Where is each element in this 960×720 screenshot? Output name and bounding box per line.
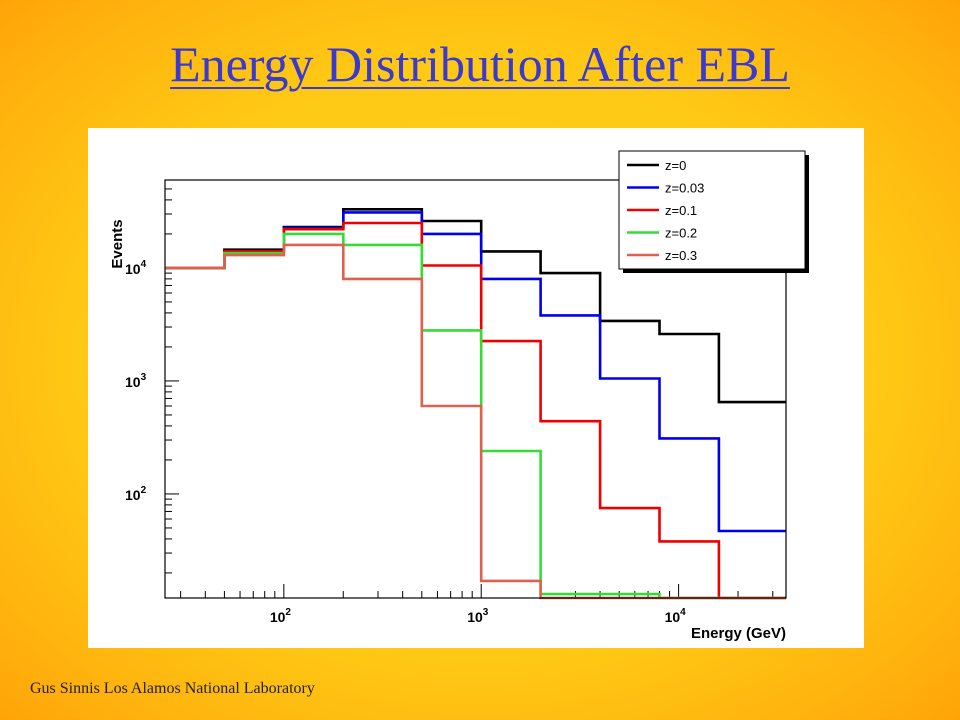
plot-frame	[164, 179, 787, 599]
plot-panel: 102 103 104 102 103 104 Events Energy (GeV) z…	[88, 128, 864, 648]
series-line-2	[165, 221, 786, 600]
x-tick-label-1: 103	[467, 607, 489, 625]
legend-label-0: z=0	[665, 158, 686, 173]
x-axis-title: Energy (GeV)	[691, 625, 786, 642]
legend-label-1: z=0.03	[665, 181, 704, 196]
slide-title: Energy Distribution After EBL	[170, 36, 790, 92]
x-tick-label-2: 104	[665, 607, 687, 625]
y-tick-label-0: 102	[125, 485, 147, 503]
legend: z=0 z=0.03 z=0.1 z=0.2 z=0.3	[618, 150, 809, 273]
histogram-chart: 102 103 104 102 103 104 Events Energy (GeV) z…	[109, 150, 809, 642]
y-axis-title: Events	[109, 219, 126, 268]
series-line-3	[165, 232, 786, 600]
legend-label-3: z=0.2	[665, 226, 697, 241]
series-line-4	[165, 243, 786, 600]
footer-credit: Gus Sinnis Los Alamos National Laborator…	[30, 680, 315, 697]
x-tick-label-0: 102	[270, 607, 292, 625]
y-tick-label-2: 104	[125, 259, 147, 277]
minor-ticks	[165, 179, 774, 598]
legend-label-2: z=0.1	[665, 203, 697, 218]
tick-labels: 102 103 104 102 103 104	[125, 259, 686, 625]
y-tick-label-1: 103	[125, 372, 147, 390]
legend-label-4: z=0.3	[665, 248, 697, 263]
